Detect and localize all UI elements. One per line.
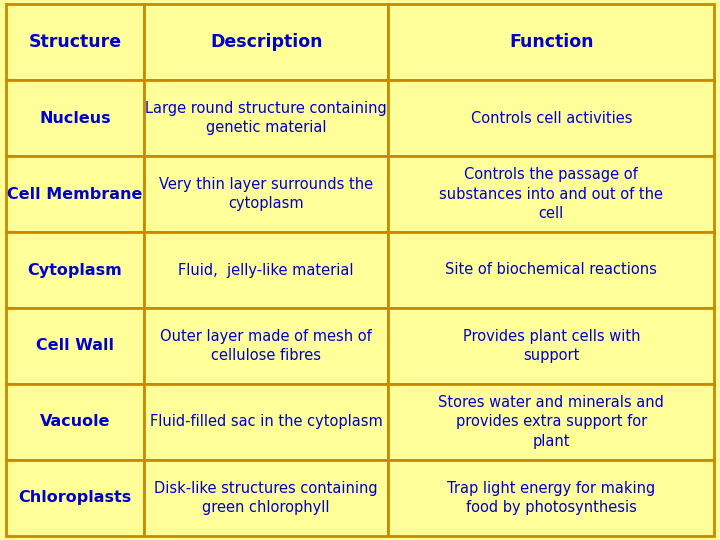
- Bar: [388, 156, 714, 232]
- Bar: [388, 4, 714, 80]
- Bar: [6, 156, 144, 232]
- Bar: [388, 232, 714, 308]
- Text: Fluid,  jelly-like material: Fluid, jelly-like material: [179, 262, 354, 278]
- Bar: [6, 232, 144, 308]
- Text: Very thin layer surrounds the
cytoplasm: Very thin layer surrounds the cytoplasm: [159, 177, 373, 211]
- Text: Trap light energy for making
food by photosynthesis: Trap light energy for making food by pho…: [447, 481, 655, 515]
- Bar: [6, 4, 144, 80]
- Text: Function: Function: [509, 33, 593, 51]
- Bar: [388, 308, 714, 384]
- Text: Chloroplasts: Chloroplasts: [18, 490, 132, 505]
- Text: Outer layer made of mesh of
cellulose fibres: Outer layer made of mesh of cellulose fi…: [161, 329, 372, 363]
- Bar: [6, 460, 144, 536]
- Text: Nucleus: Nucleus: [39, 111, 111, 126]
- Bar: [388, 384, 714, 460]
- Bar: [144, 460, 388, 536]
- Bar: [144, 156, 388, 232]
- Bar: [144, 80, 388, 156]
- Bar: [6, 384, 144, 460]
- Bar: [388, 80, 714, 156]
- Text: Cell Wall: Cell Wall: [36, 339, 114, 353]
- Bar: [144, 308, 388, 384]
- Text: Cell Membrane: Cell Membrane: [7, 187, 143, 201]
- Bar: [144, 4, 388, 80]
- Bar: [144, 232, 388, 308]
- Bar: [144, 384, 388, 460]
- Text: Vacuole: Vacuole: [40, 414, 110, 429]
- Text: Description: Description: [210, 33, 323, 51]
- Text: Large round structure containing
genetic material: Large round structure containing genetic…: [145, 101, 387, 136]
- Text: Controls cell activities: Controls cell activities: [471, 111, 632, 126]
- Text: Provides plant cells with
support: Provides plant cells with support: [462, 329, 640, 363]
- Text: Fluid-filled sac in the cytoplasm: Fluid-filled sac in the cytoplasm: [150, 414, 382, 429]
- Bar: [6, 308, 144, 384]
- Text: Disk-like structures containing
green chlorophyll: Disk-like structures containing green ch…: [154, 481, 378, 515]
- Text: Site of biochemical reactions: Site of biochemical reactions: [446, 262, 657, 278]
- Text: Controls the passage of
substances into and out of the
cell: Controls the passage of substances into …: [439, 167, 663, 221]
- Bar: [388, 460, 714, 536]
- Text: Cytoplasm: Cytoplasm: [27, 262, 122, 278]
- Text: Structure: Structure: [28, 33, 122, 51]
- Bar: [6, 80, 144, 156]
- Text: Stores water and minerals and
provides extra support for
plant: Stores water and minerals and provides e…: [438, 395, 665, 449]
